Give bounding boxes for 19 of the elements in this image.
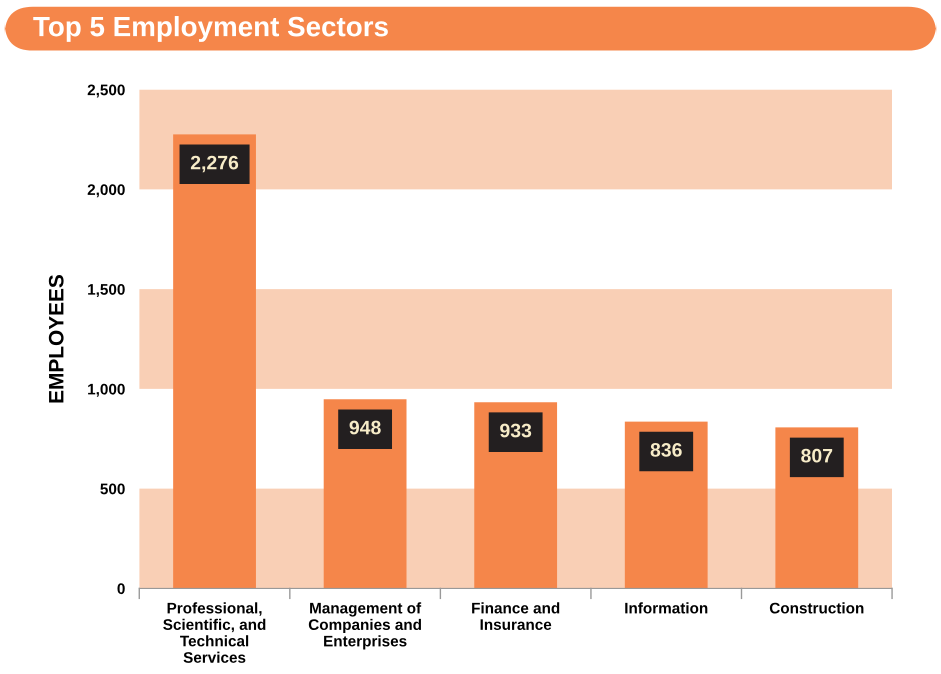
y-tick-label: 1,000	[88, 384, 125, 397]
y-axis-title: EMPLOYEES	[48, 275, 64, 402]
x-tick-label: Management of Companies and Enterprises	[308, 602, 422, 650]
x-tick-label: Construction	[770, 602, 864, 614]
y-tick-label: 500	[100, 484, 125, 494]
data-label: 807	[801, 448, 832, 463]
y-tick-label: 1,500	[88, 284, 125, 298]
data-label: 2,276	[190, 156, 238, 172]
x-tick-label: Finance and Insurance	[472, 602, 560, 630]
data-label: 836	[650, 442, 682, 457]
data-label: 933	[500, 424, 532, 438]
x-tick-label: Information	[625, 602, 708, 614]
x-tick-label: Professional, Scientific, and Technical Services	[163, 602, 266, 663]
bar	[173, 134, 256, 588]
y-tick-label: 2,000	[88, 184, 125, 198]
y-tick-label: 0	[117, 583, 125, 594]
chart-title: Top 5 Employment Sectors	[33, 16, 388, 42]
data-label: 948	[350, 420, 381, 434]
y-tick-label: 2,500	[88, 84, 125, 98]
